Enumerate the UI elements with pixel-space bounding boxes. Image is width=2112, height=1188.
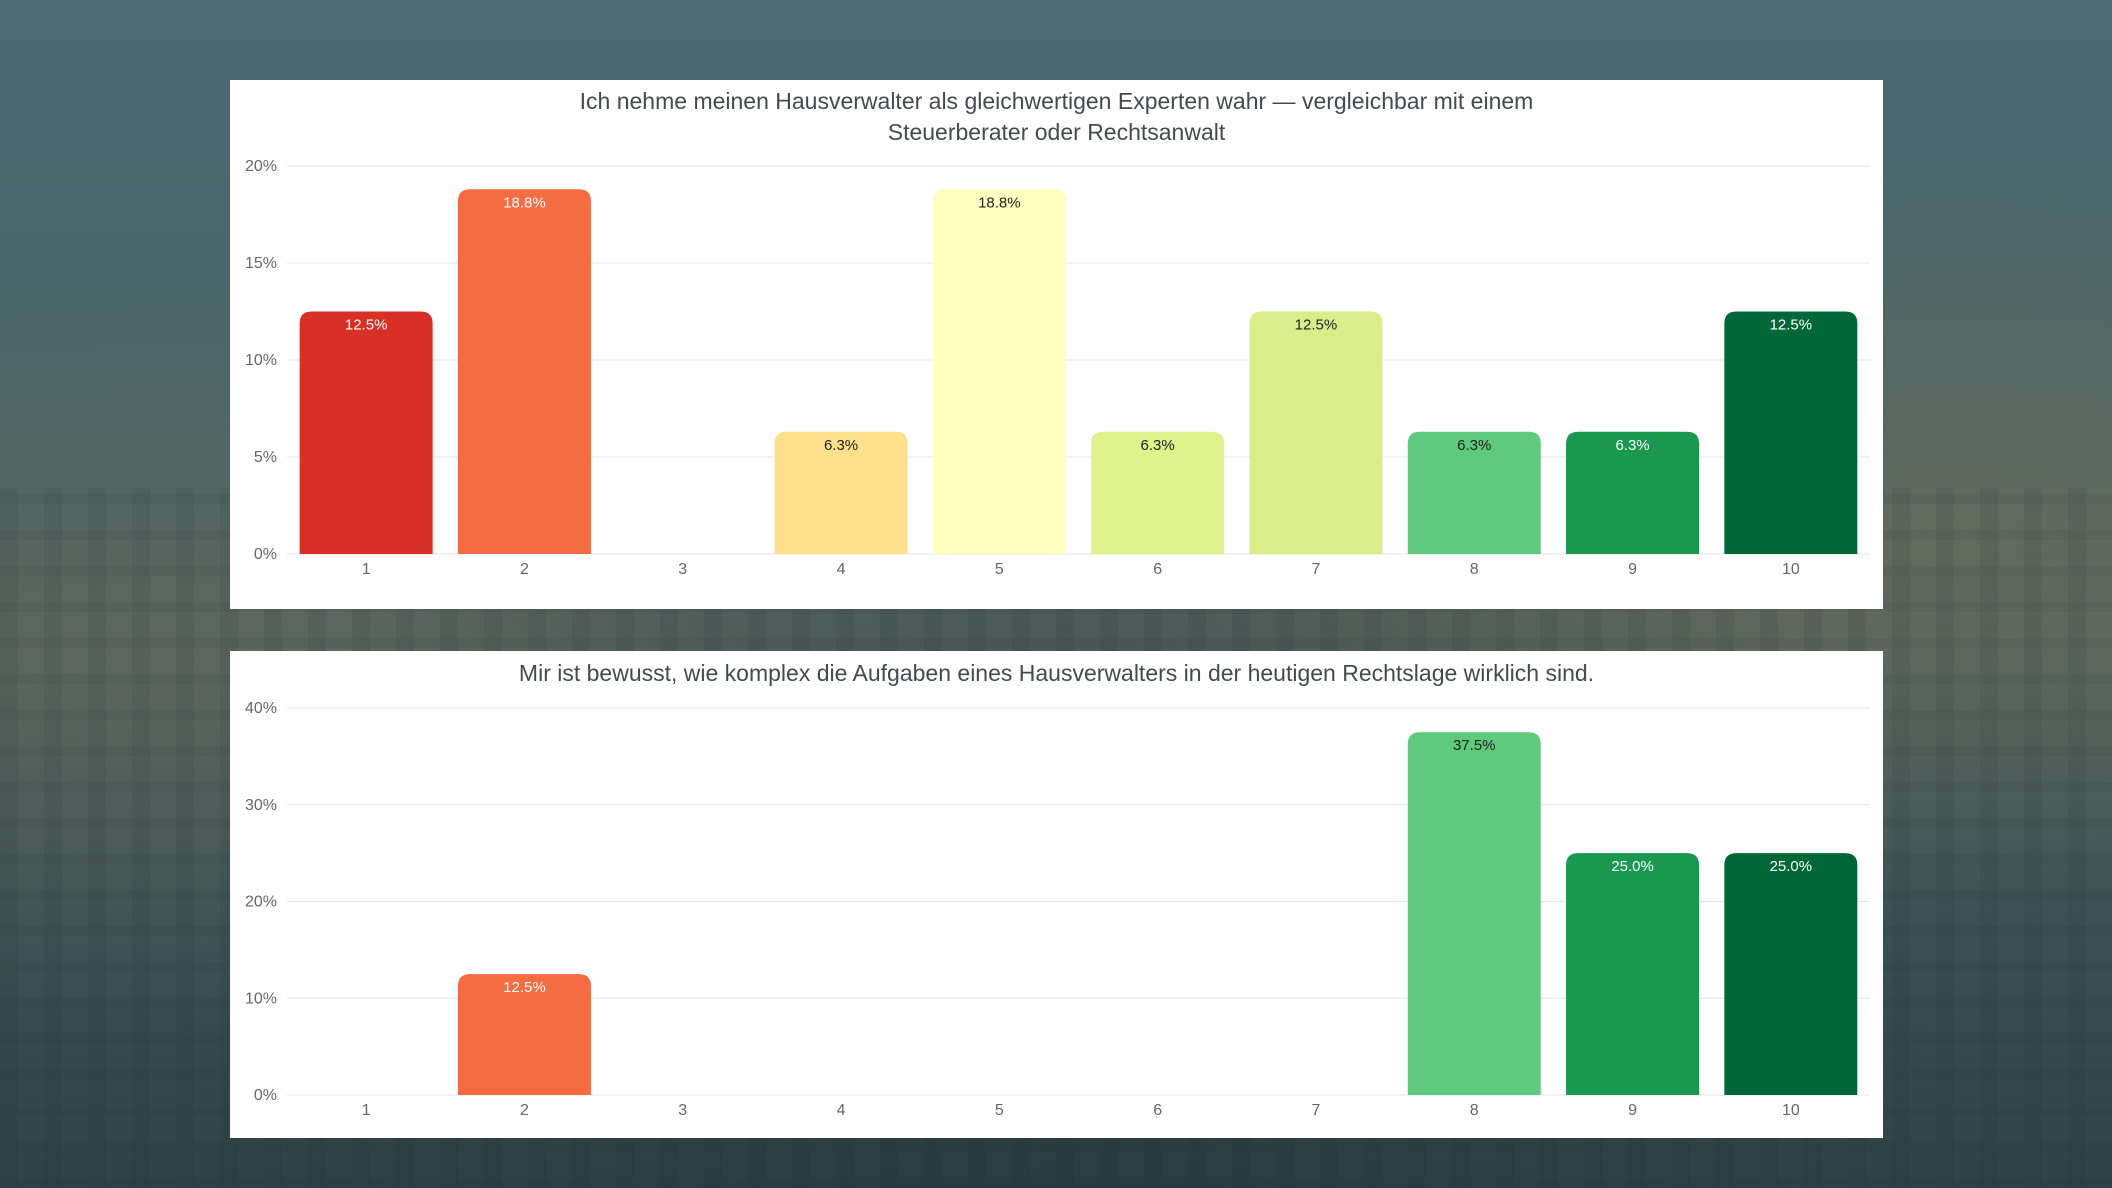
x-tick-label: 5 [995, 1102, 1004, 1119]
x-tick-label: 10 [1782, 1102, 1800, 1119]
x-tick-label: 4 [837, 561, 846, 578]
y-tick-label: 10% [245, 352, 277, 369]
chart-title: Mir ist bewusst, wie komplex die Aufgabe… [518, 660, 1595, 686]
data-label: 6.3% [1457, 437, 1491, 454]
bar[interactable] [1566, 853, 1700, 1095]
x-tick-label: 2 [520, 561, 529, 578]
bar[interactable] [932, 189, 1066, 554]
x-tick-label: 2 [520, 1102, 529, 1119]
y-tick-label: 0% [254, 546, 277, 563]
chart-panel-complexity-awareness: Mir ist bewusst, wie komplex die Aufgabe… [230, 651, 1883, 1138]
x-tick-label: 7 [1311, 1102, 1320, 1119]
data-label: 12.5% [345, 317, 388, 334]
x-tick-label: 4 [837, 1102, 846, 1119]
x-tick-label: 6 [1153, 1102, 1162, 1119]
x-tick-label: 6 [1153, 561, 1162, 578]
x-tick-label: 8 [1470, 1102, 1479, 1119]
chart-title: Ich nehme meinen Hausverwalter als gleic… [579, 88, 1534, 145]
y-tick-label: 20% [245, 894, 277, 911]
bar[interactable] [457, 974, 591, 1095]
bar[interactable] [457, 189, 591, 554]
x-tick-label: 3 [678, 561, 687, 578]
data-label: 12.5% [503, 979, 546, 996]
data-label: 6.3% [1141, 437, 1175, 454]
x-tick-label: 1 [362, 1102, 371, 1119]
data-label: 6.3% [1615, 437, 1649, 454]
data-label: 6.3% [824, 437, 858, 454]
x-tick-label: 10 [1782, 561, 1800, 578]
x-tick-label: 7 [1311, 561, 1320, 578]
bar[interactable] [1566, 431, 1700, 554]
y-tick-label: 10% [245, 990, 277, 1007]
y-tick-label: 30% [245, 797, 277, 814]
bar[interactable] [1091, 431, 1225, 554]
x-tick-label: 3 [678, 1102, 687, 1119]
y-tick-label: 40% [245, 700, 277, 717]
bar[interactable] [299, 311, 433, 555]
bar[interactable] [774, 431, 908, 554]
chart-panel-expert-perception: Ich nehme meinen Hausverwalter als gleic… [230, 80, 1883, 609]
x-tick-label: 9 [1628, 1102, 1637, 1119]
bar[interactable] [1407, 431, 1541, 554]
x-tick-label: 5 [995, 561, 1004, 578]
data-label: 12.5% [1770, 317, 1813, 334]
bar[interactable] [1724, 853, 1858, 1095]
bar[interactable] [1407, 732, 1541, 1095]
bar[interactable] [1724, 311, 1858, 555]
data-label: 18.8% [503, 194, 546, 211]
data-label: 37.5% [1453, 737, 1496, 754]
y-tick-label: 0% [254, 1087, 277, 1104]
data-label: 18.8% [978, 194, 1021, 211]
bar[interactable] [1249, 311, 1383, 555]
bar-chart: 0% 5% 10% 15% 20% 12.5% 1 18.8% 2 3 6.3% 4 18.8% 5 6.3… [245, 158, 1870, 578]
y-tick-label: 15% [245, 255, 277, 272]
y-tick-label: 20% [245, 158, 277, 175]
bar-chart: 0% 10% 20% 30% 40% 1 12.5% 2 3 4 5 6 7 37.5% 8 25.0% 9 25… [245, 700, 1870, 1119]
data-label: 25.0% [1770, 858, 1813, 875]
x-tick-label: 8 [1470, 561, 1479, 578]
data-label: 25.0% [1611, 858, 1654, 875]
data-label: 12.5% [1295, 317, 1338, 334]
x-tick-label: 9 [1628, 561, 1637, 578]
x-tick-label: 1 [362, 561, 371, 578]
y-tick-label: 5% [254, 449, 277, 466]
